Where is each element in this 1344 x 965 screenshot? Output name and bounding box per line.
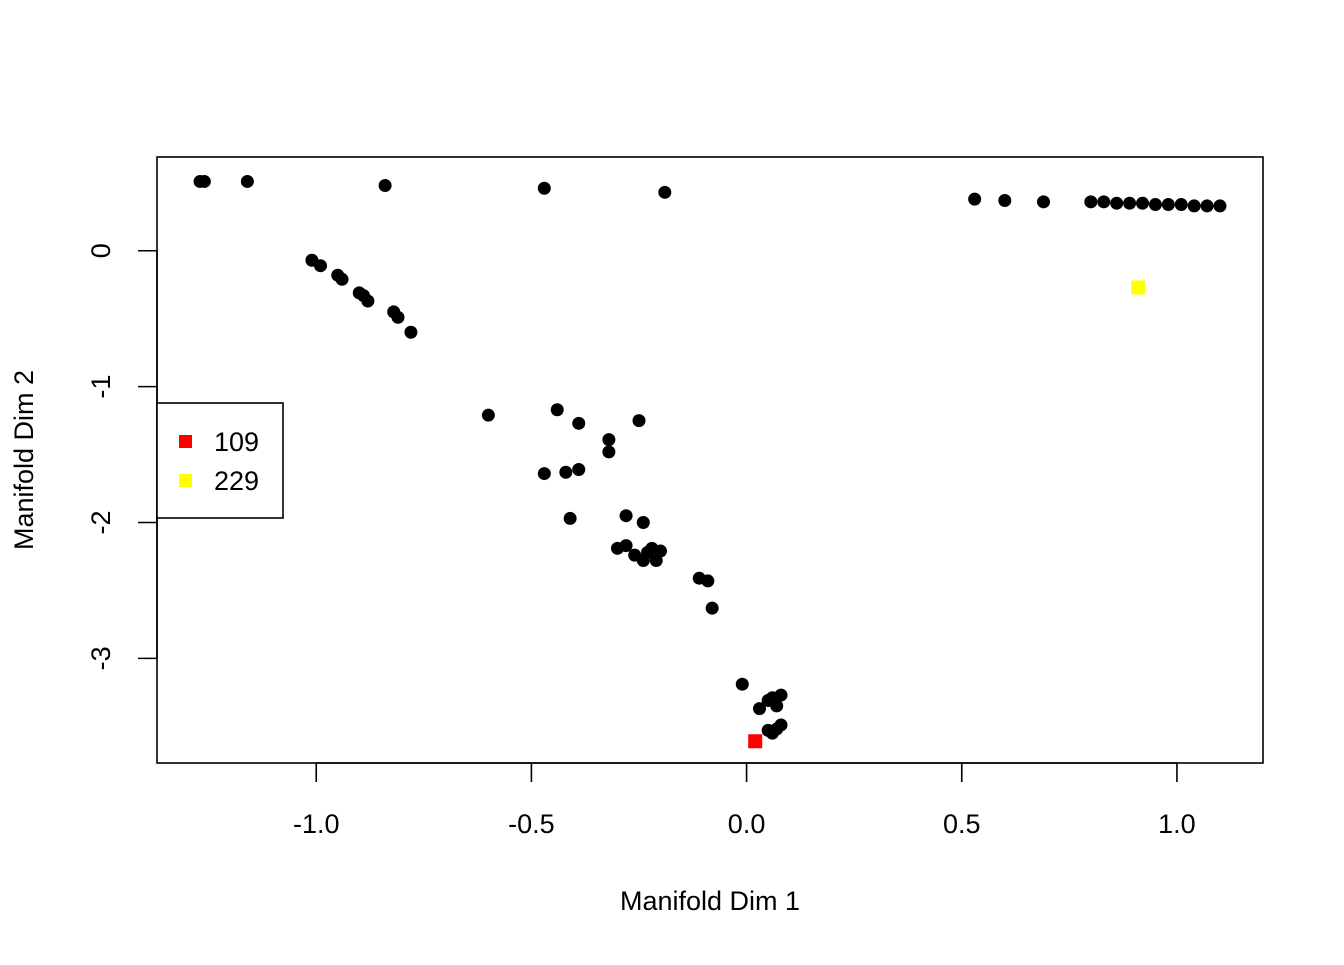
data-point xyxy=(537,181,551,195)
data-point xyxy=(1123,196,1137,210)
data-point xyxy=(602,445,616,459)
data-point xyxy=(361,294,375,308)
legend-label-109: 109 xyxy=(214,427,259,457)
data-point xyxy=(619,509,633,523)
plot-frame xyxy=(156,156,1264,764)
data-point xyxy=(563,511,577,525)
data-point xyxy=(572,416,586,430)
data-point xyxy=(1161,198,1175,212)
data-point xyxy=(1213,199,1227,213)
data-point xyxy=(314,259,328,273)
data-point xyxy=(752,702,766,716)
data-point xyxy=(654,544,668,558)
data-point xyxy=(968,192,982,206)
y-axis-title: Manifold Dim 2 xyxy=(9,370,39,550)
y-tick-label: 0 xyxy=(86,243,116,258)
y-tick-label: -1 xyxy=(86,375,116,399)
data-point xyxy=(619,539,633,553)
data-point xyxy=(1097,195,1111,209)
data-point xyxy=(735,677,749,691)
data-point xyxy=(335,272,349,286)
highlight-point-229 xyxy=(1131,280,1146,295)
data-point xyxy=(774,688,788,702)
data-point xyxy=(537,467,551,481)
data-point xyxy=(774,718,788,732)
legend-marker-229 xyxy=(179,474,192,487)
data-point xyxy=(632,414,646,428)
data-point xyxy=(602,433,616,447)
data-point xyxy=(1084,195,1098,209)
data-point xyxy=(197,174,211,188)
data-point xyxy=(658,185,672,199)
data-point xyxy=(770,699,784,713)
data-point xyxy=(705,601,719,615)
data-point xyxy=(636,516,650,530)
data-point xyxy=(391,310,405,324)
data-point xyxy=(1187,199,1201,213)
data-point xyxy=(404,325,418,339)
y-axis: 0 -1 -2 -3 xyxy=(86,243,158,670)
y-tick-label: -3 xyxy=(86,646,116,670)
data-point xyxy=(481,408,495,422)
data-point xyxy=(998,193,1012,207)
x-tick-label: -0.5 xyxy=(508,809,555,839)
data-point xyxy=(1174,198,1188,212)
data-point xyxy=(1136,196,1150,210)
x-axis: -1.0 -0.5 0.0 0.5 1.0 xyxy=(293,762,1196,839)
x-tick-label: -1.0 xyxy=(293,809,340,839)
highlight-point-109 xyxy=(748,734,763,749)
data-point xyxy=(572,463,586,477)
data-point xyxy=(701,574,715,588)
data-point xyxy=(240,174,254,188)
data-point xyxy=(378,179,392,193)
data-point xyxy=(1148,198,1162,212)
data-points xyxy=(193,174,1227,749)
data-point xyxy=(559,465,573,479)
x-tick-label: 0.5 xyxy=(943,809,981,839)
x-tick-label: 0.0 xyxy=(728,809,766,839)
legend-marker-109 xyxy=(179,435,192,448)
x-axis-title: Manifold Dim 1 xyxy=(620,886,800,916)
legend: 109 229 xyxy=(156,402,284,519)
data-point xyxy=(1200,199,1214,213)
x-tick-label: 1.0 xyxy=(1158,809,1196,839)
y-tick-label: -2 xyxy=(86,510,116,534)
data-point xyxy=(550,403,564,417)
legend-label-229: 229 xyxy=(214,466,259,496)
data-point xyxy=(1037,195,1051,209)
legend-box xyxy=(156,402,284,519)
data-point xyxy=(1110,196,1124,210)
